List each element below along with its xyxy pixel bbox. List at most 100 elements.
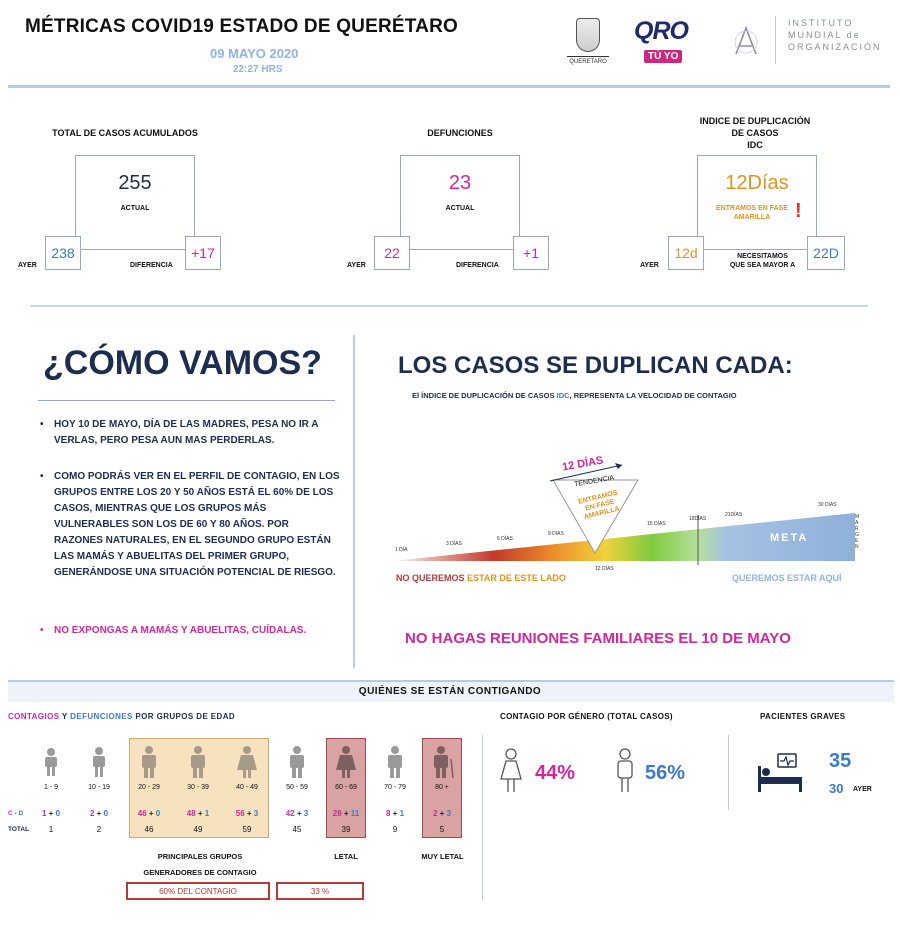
gradient-wedge [392, 513, 855, 561]
adult-icon [191, 746, 205, 778]
idc-gradient-chart [392, 463, 855, 565]
imo-logo-text: INSTITUTO MUNDIAL de ORGANIZACIÓN [788, 18, 882, 52]
mark-12-dias: 12 DÍAS [595, 566, 614, 572]
no-queremos-label: NO QUEREMOS ESTAR DE ESTE LADO [396, 573, 566, 583]
mark-1-dia: 1 DÍA [395, 547, 408, 553]
cd-10-19: 2 + 0 [89, 809, 109, 818]
total-60-69: 39 [341, 825, 351, 834]
tuyo-logo-text: TÚ YO [644, 50, 683, 63]
total-70-79: 9 [392, 825, 398, 834]
hombres-pct: 56% [645, 762, 686, 784]
defunciones-box [400, 155, 520, 250]
principales-grupos-label: PRINCIPALES GRUPOS [157, 852, 243, 861]
defunciones-ayer: 22 [374, 236, 410, 270]
graves-ayer-label: AYER [853, 786, 872, 793]
cd-60-69: 28 + 11 [332, 809, 360, 818]
section-divider [30, 305, 868, 307]
casos-actual: 255 [118, 172, 152, 194]
logo-divider [775, 16, 776, 64]
highlight-principales [129, 738, 269, 838]
mark-3-dias: 3 DÍAS [446, 541, 462, 547]
column-divider [353, 335, 355, 668]
cd-1-9: 1 + 0 [41, 809, 61, 818]
arrowhead-icon [615, 463, 622, 469]
queretaro-seal-logo: QUERETARO [567, 18, 609, 72]
graves-ayer: 30 [829, 781, 844, 796]
woman-icon [237, 746, 257, 778]
elder-icon [388, 746, 402, 778]
highlight-letal [326, 738, 366, 838]
cd-70-79: 8 + 1 [385, 809, 405, 818]
cd-80-plus: 2 + 3 [432, 809, 452, 818]
casos-title: TOTAL DE CASOS ACUMULADOS [52, 128, 198, 138]
total-40-49: 59 [242, 825, 252, 834]
total-1-9: 1 [48, 825, 54, 834]
female-icon [498, 748, 524, 799]
qro-logo-text: QRO [634, 17, 689, 45]
header-divider [8, 85, 890, 88]
como-vamos-rule [38, 400, 335, 401]
casos-ayer: 238 [45, 236, 81, 270]
age-col-40-49: 40 - 49 [225, 745, 269, 791]
imo-a-icon [733, 22, 759, 62]
bullet-dia-madres: • HOY 10 DE MAYO, DÍA DE LAS MADRES, PES… [40, 419, 319, 446]
treintaitres-pct-box: 33 % [276, 882, 364, 900]
defunciones-diferencia-label: DIFERENCIA [456, 262, 499, 269]
casos-diferencia-label: DIFERENCIA [130, 262, 173, 269]
contagio-band [8, 680, 894, 702]
casos-ayer-label: AYER [18, 262, 37, 269]
age-col-60-69: 60 - 69 [324, 745, 368, 791]
genero-title: CONTAGIO POR GÉNERO (TOTAL CASOS) [500, 712, 673, 721]
woman-icon [336, 746, 356, 778]
idc-ayer-label: AYER [640, 262, 659, 269]
idc-target: 22D [807, 236, 845, 270]
graves-divider [728, 735, 729, 810]
age-col-80-plus: 80 + [420, 745, 464, 791]
male-icon [612, 748, 638, 799]
age-groups-header: CONTAGIOS Y DEFUNCIONES POR GRUPOS DE ED… [8, 712, 236, 721]
idc-title: INDICE DE DUPLICACIÓN DE CASOS IDC [699, 116, 811, 150]
defunciones-actual-label: ACTUAL [445, 205, 475, 212]
age-col-30-39: 30 - 39 [176, 745, 220, 791]
casos-box [75, 155, 195, 250]
cd-row-label: C - D [8, 810, 24, 817]
total-80-plus: 5 [439, 825, 445, 834]
como-vamos-heading: ¿CÓMO VAMOS? [43, 344, 322, 382]
idc-fase: ENTRAMOS EN FASE AMARILLA [716, 205, 788, 221]
child-icon [45, 748, 57, 776]
total-20-29: 46 [144, 825, 154, 834]
hospital-bed-icon [756, 752, 804, 799]
cd-40-49: 56 + 3 [235, 809, 259, 818]
tendencia-triangle [552, 479, 639, 554]
defunciones-ayer-label: AYER [347, 262, 366, 269]
report-time: 22:27 HRS [233, 64, 283, 75]
report-date: 09 MAYO 2020 [210, 46, 299, 61]
seal-caption: QUERETARO [567, 56, 609, 65]
margen-label: MARGEN [855, 514, 860, 550]
letal-label: LETAL [334, 852, 358, 861]
casos-actual-label: ACTUAL [120, 205, 150, 212]
graves-title: PACIENTES GRAVES [760, 712, 846, 721]
idc-necesitamos: NECESITAMOS QUE SEA MAYOR A [729, 253, 796, 269]
idc-actual: 12Días [725, 172, 789, 194]
page-title: MÉTRICAS COVID19 ESTADO DE QUERÉTARO [25, 16, 458, 37]
age-col-1-9: 1 - 9 [30, 745, 72, 791]
mark-18-dias: 18DÍAS [689, 516, 707, 522]
tendencia-arrow [549, 464, 623, 482]
queremos-label: QUEREMOS ESTAR AQUÍ [732, 573, 842, 583]
idc-description: El ÍNDICE DE DUPLICACIÓN DE CASOS IDC, R… [412, 391, 737, 400]
total-10-19: 2 [96, 825, 102, 834]
adult-icon [142, 746, 156, 778]
age-col-50-59: 50 - 59 [275, 745, 319, 791]
cd-20-29: 46 + 0 [137, 809, 161, 818]
generadores-label: GENERADORES DE CONTAGIO [143, 868, 257, 877]
total-30-39: 49 [193, 825, 203, 834]
qro-tuyo-logo: QRO TÚ YO [634, 17, 704, 67]
age-col-10-19: 10 - 19 [78, 745, 120, 791]
highlight-muy-letal [422, 738, 462, 838]
age-col-20-29: 20 - 29 [127, 745, 171, 791]
idc-box [697, 155, 817, 250]
total-row-label: TOTAL [8, 826, 30, 833]
casos-diferencia: +17 [185, 236, 221, 270]
meta-label: META [770, 532, 809, 544]
